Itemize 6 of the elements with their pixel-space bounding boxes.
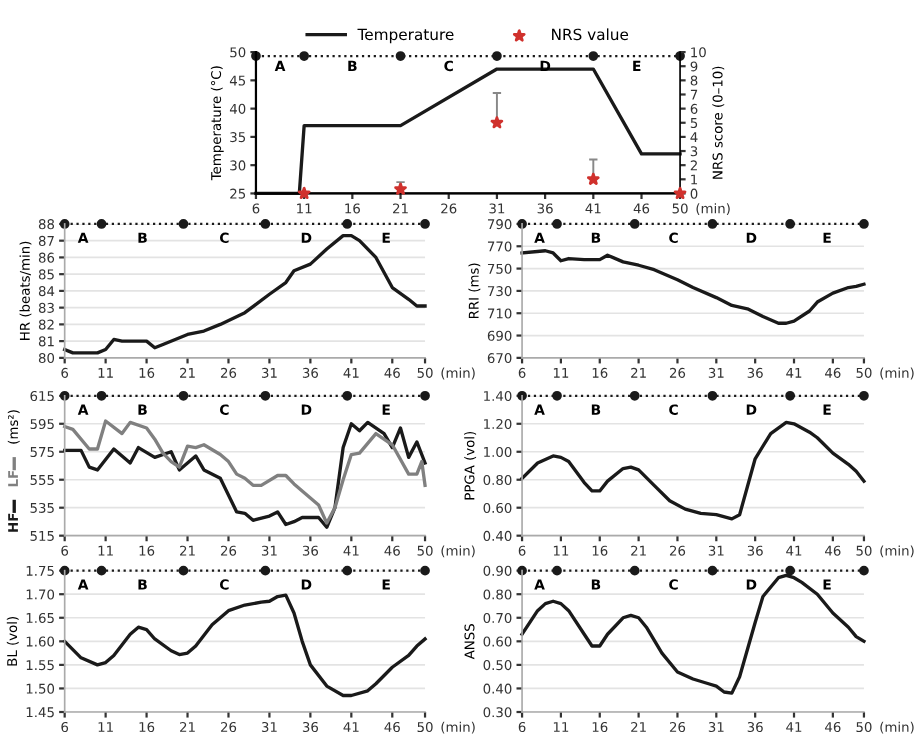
line-series bbox=[63, 593, 427, 698]
line-series bbox=[520, 249, 866, 325]
point bbox=[673, 186, 687, 200]
line-series bbox=[520, 420, 866, 521]
point bbox=[297, 186, 311, 200]
point bbox=[394, 182, 407, 195]
